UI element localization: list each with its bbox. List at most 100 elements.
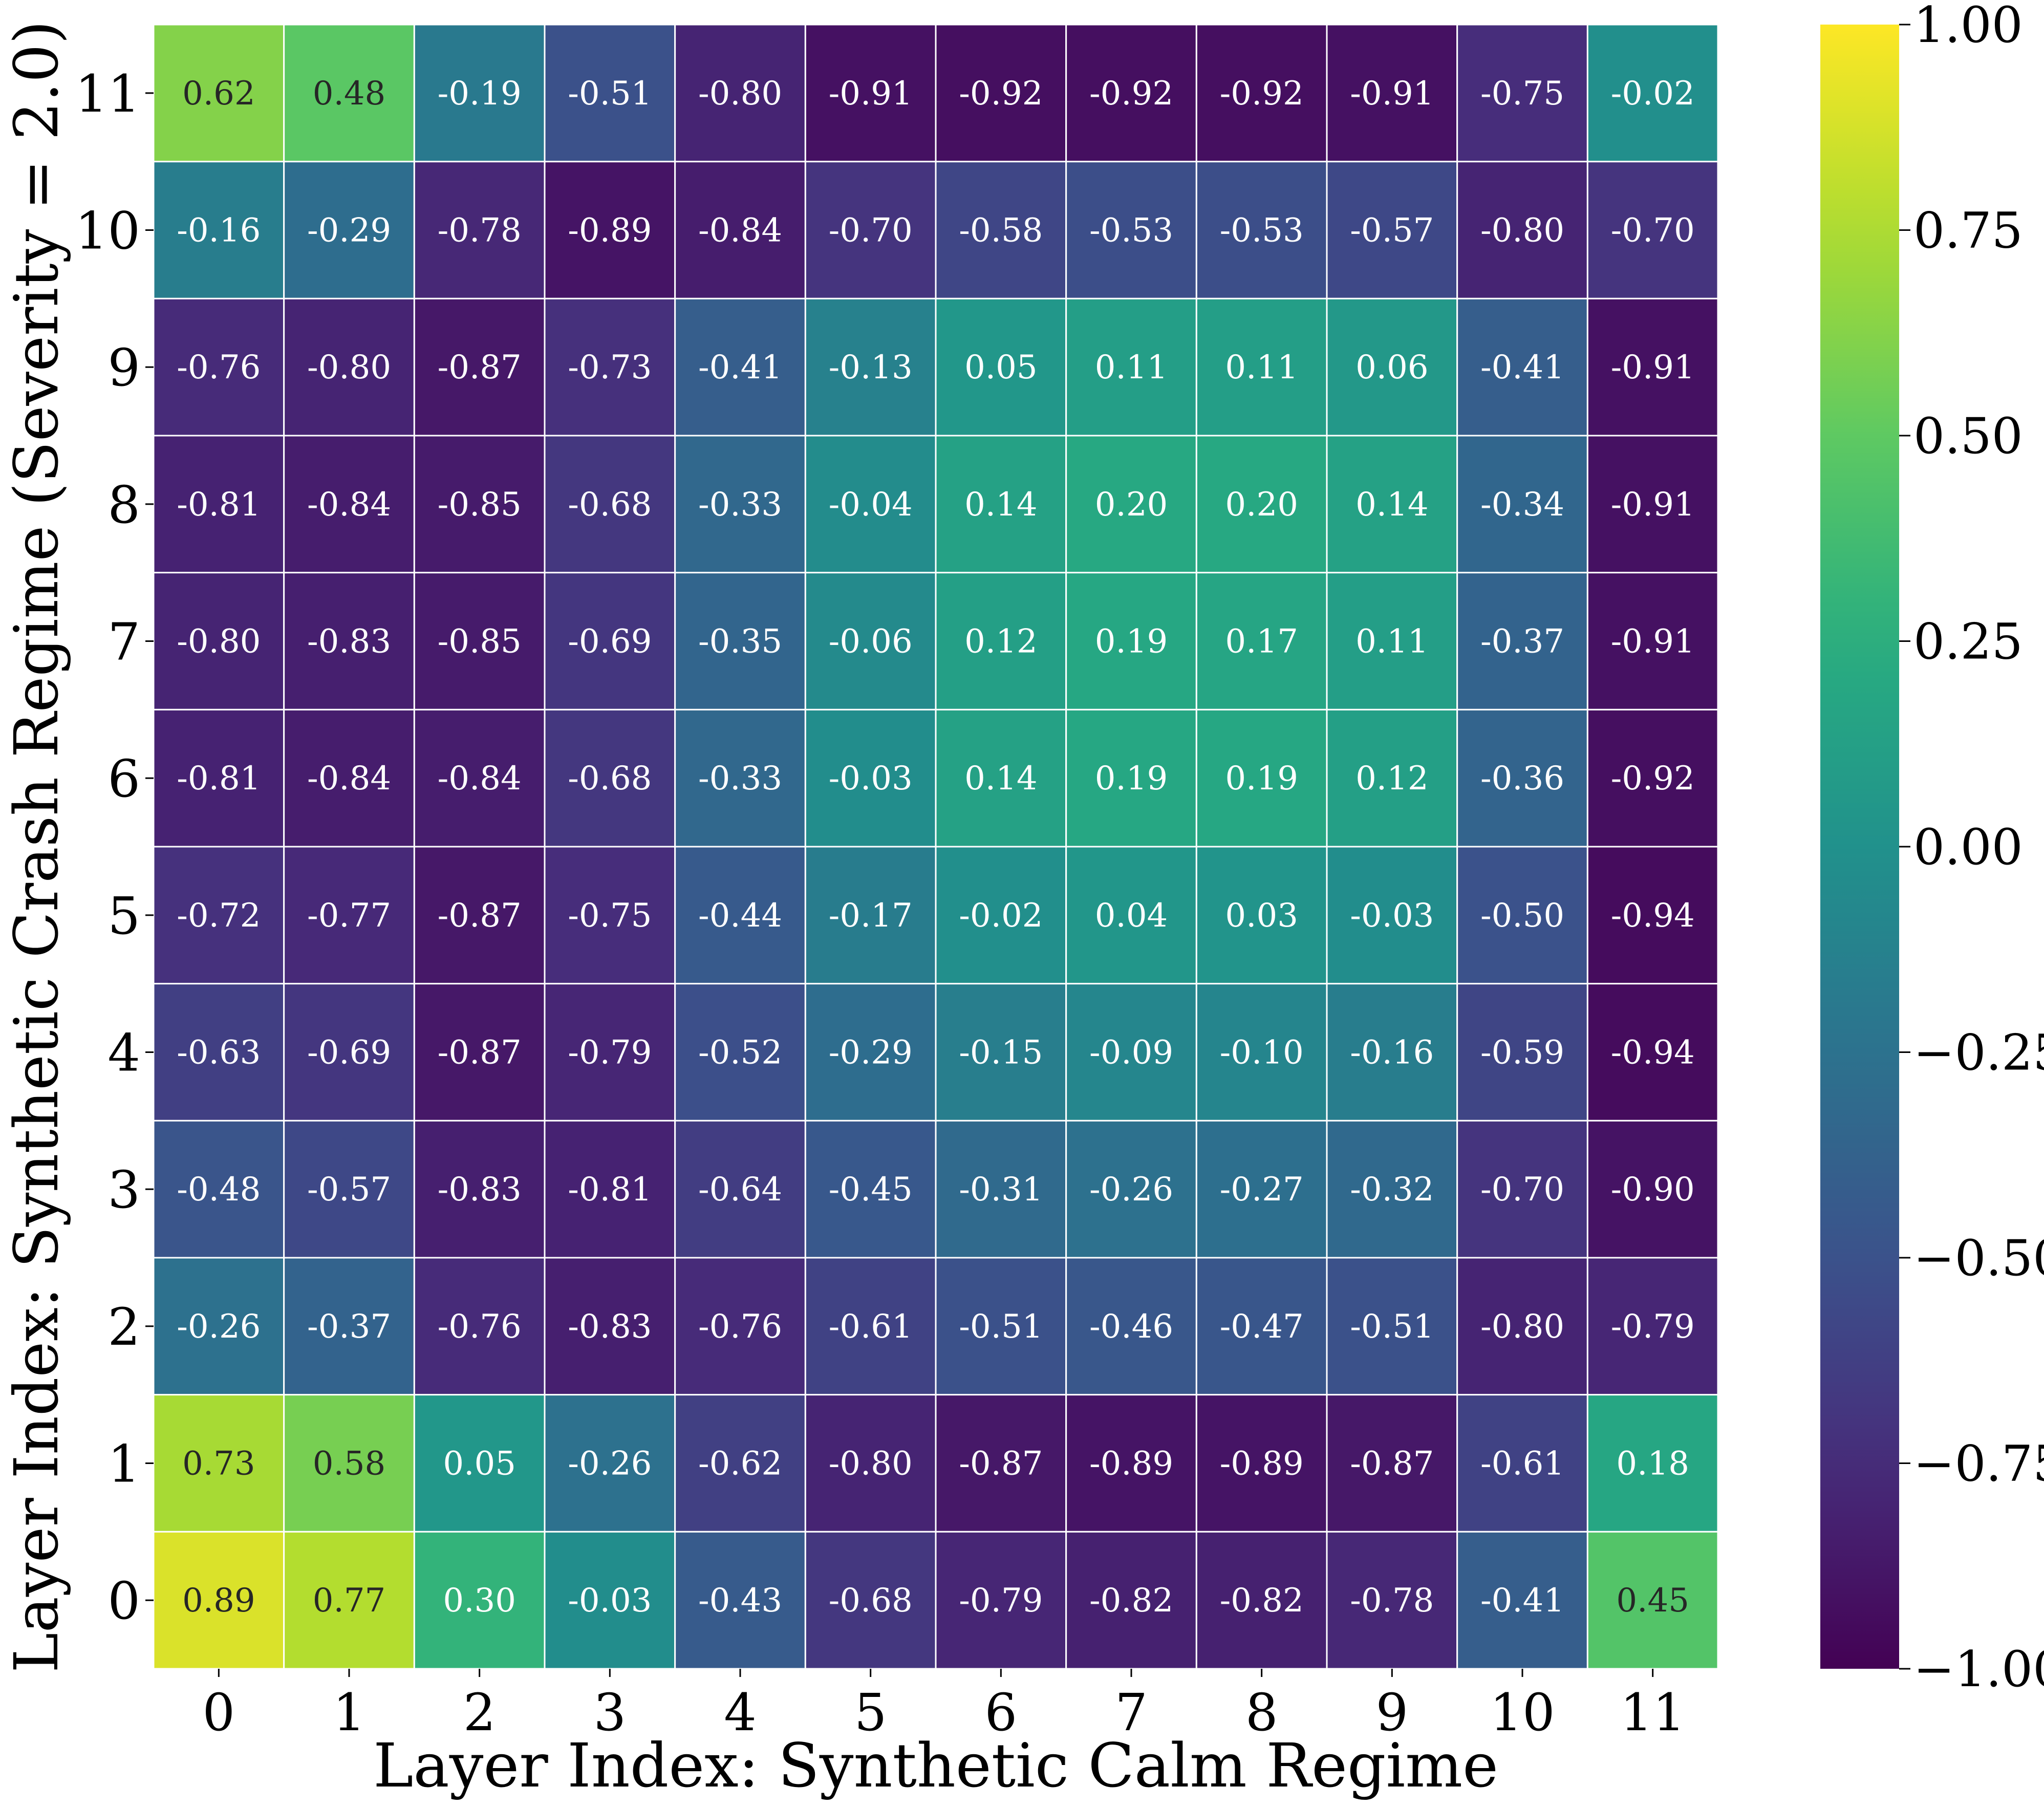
heatmap-cell	[935, 1120, 1067, 1259]
heatmap-cell	[1065, 1120, 1197, 1259]
cell-value-label: -0.75	[568, 897, 652, 935]
cell-value-label: -0.80	[307, 349, 391, 386]
cell-value-label: -0.51	[959, 1308, 1043, 1346]
heatmap-cell	[674, 161, 806, 299]
cell-value-label: -0.19	[438, 75, 522, 113]
y-tick-label: 2	[107, 1297, 140, 1357]
heatmap-cell	[1456, 983, 1588, 1122]
cell-value-label: -0.33	[698, 486, 782, 524]
heatmap-cell	[1195, 161, 1328, 299]
cell-value-label: -0.27	[1220, 1171, 1304, 1209]
heatmap-cell	[674, 572, 806, 711]
cell-value-label: -0.37	[307, 1308, 391, 1346]
cell-value-label: -0.43	[698, 1582, 782, 1620]
heatmap-cell	[1195, 1531, 1328, 1670]
cell-value-label: 0.05	[443, 1445, 516, 1483]
y-tick-label: 10	[75, 201, 140, 261]
cell-value-label: 0.18	[1616, 1445, 1689, 1483]
heatmap-cell	[1195, 1394, 1328, 1533]
heatmap-cell	[1326, 1531, 1458, 1670]
heatmap-cell	[283, 1394, 415, 1533]
cell-value-label: -0.91	[1611, 349, 1695, 386]
heatmap-cell	[804, 1120, 937, 1259]
heatmap-cell	[153, 161, 285, 299]
heatmap-cell	[1456, 1257, 1588, 1396]
cell-value-label: 0.03	[1225, 897, 1298, 935]
x-tick-label: 0	[203, 1683, 235, 1742]
cell-value-label: -0.90	[1611, 1171, 1695, 1209]
cell-value-label: 0.30	[443, 1582, 516, 1620]
cell-value-label: -0.72	[177, 897, 261, 935]
heatmap-cell	[153, 708, 285, 848]
cell-value-label: -0.83	[568, 1308, 652, 1346]
cell-value-label: -0.91	[1611, 486, 1695, 524]
heatmap-cell	[674, 24, 806, 163]
cell-value-label: -0.31	[959, 1171, 1043, 1209]
heatmap-cell	[674, 297, 806, 437]
heatmap-cell	[804, 1531, 937, 1670]
heatmap-cell	[283, 161, 415, 299]
y-axis-label: Layer Index: Synthetic Crash Regime (Sev…	[1, 20, 72, 1673]
heatmap-cell	[1326, 983, 1458, 1122]
cell-value-label: -0.83	[307, 623, 391, 661]
colorbar-tick-label: 0.25	[1913, 613, 2023, 671]
heatmap-cell	[804, 572, 937, 711]
cell-value-label: -0.13	[829, 349, 913, 386]
cell-value-label: -0.84	[438, 760, 522, 798]
heatmap-cell	[935, 1531, 1067, 1670]
heatmap-cell	[1456, 1394, 1588, 1533]
cell-value-label: -0.68	[568, 760, 652, 798]
cell-value-label: -0.92	[1089, 75, 1173, 113]
cell-value-label: -0.85	[438, 486, 522, 524]
cell-value-label: 0.19	[1095, 760, 1168, 798]
heatmap-cell	[1456, 161, 1588, 299]
heatmap-cell	[1326, 24, 1458, 163]
x-tick-label: 9	[1376, 1683, 1409, 1742]
heatmap-cell	[1586, 1257, 1719, 1396]
cell-value-label: -0.41	[1480, 349, 1564, 386]
heatmap-cell	[1326, 1394, 1458, 1533]
cell-value-label: -0.83	[438, 1171, 522, 1209]
cell-value-label: -0.47	[1220, 1308, 1304, 1346]
cell-value-label: -0.70	[829, 212, 913, 250]
heatmap-cell	[1456, 1531, 1588, 1670]
heatmap-cell	[1586, 161, 1719, 299]
cell-value-label: 0.77	[313, 1582, 386, 1620]
cell-value-label: 0.20	[1225, 486, 1298, 524]
colorbar-tick-label: 1.00	[1913, 0, 2023, 54]
heatmap-cell	[1456, 435, 1588, 574]
heatmap-cell	[283, 1257, 415, 1396]
colorbar-gradient	[1820, 25, 1899, 1669]
heatmap-cell	[1326, 161, 1458, 299]
colorbar-tick-label: 0.50	[1913, 407, 2023, 465]
heatmap-cell	[283, 1531, 415, 1670]
cell-value-label: -0.80	[698, 75, 782, 113]
y-tick-label: 11	[75, 64, 140, 124]
cell-value-label: -0.51	[568, 75, 652, 113]
cell-value-label: -0.45	[829, 1171, 913, 1209]
heatmap-cell	[544, 1394, 676, 1533]
heatmap-cell	[1586, 983, 1719, 1122]
cell-value-label: -0.70	[1611, 212, 1695, 250]
cell-value-label: -0.09	[1089, 1034, 1173, 1072]
cell-value-label: -0.16	[1350, 1034, 1434, 1072]
cell-value-label: -0.41	[1480, 1582, 1564, 1620]
heatmap-cell	[1065, 161, 1197, 299]
colorbar-tick-label: −0.25	[1913, 1024, 2044, 1082]
cell-value-label: -0.36	[1480, 760, 1564, 798]
heatmap-cell	[1195, 708, 1328, 848]
heatmap-cell	[544, 1120, 676, 1259]
heatmap-cell	[804, 435, 937, 574]
cell-value-label: -0.94	[1611, 897, 1695, 935]
heatmap-cell	[935, 297, 1067, 437]
heatmap-cell	[1065, 572, 1197, 711]
x-tick-label: 1	[333, 1683, 365, 1742]
cell-value-label: 0.12	[1356, 760, 1429, 798]
heatmap-cell	[804, 708, 937, 848]
heatmap-cell	[1586, 708, 1719, 848]
cell-value-label: -0.77	[307, 897, 391, 935]
cell-value-label: -0.76	[698, 1308, 782, 1346]
